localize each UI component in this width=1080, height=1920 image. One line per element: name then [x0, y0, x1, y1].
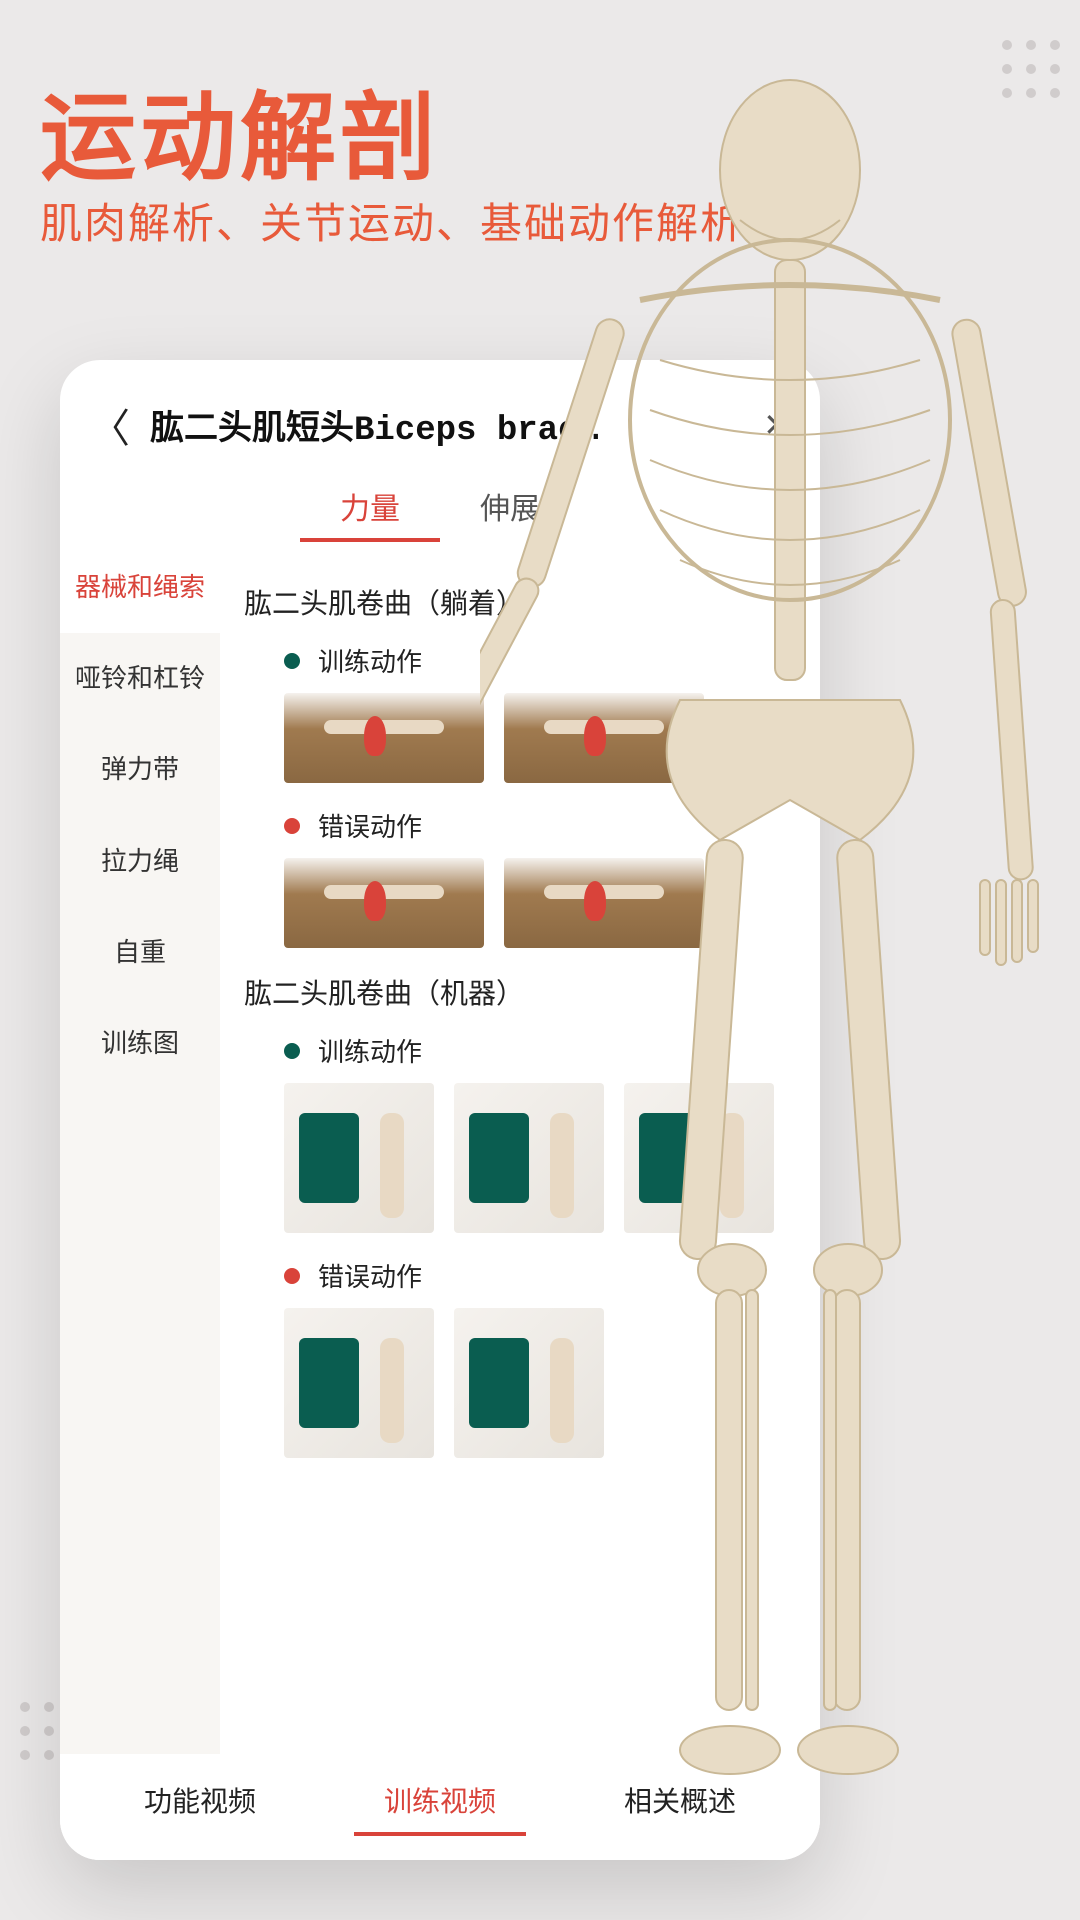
section-correct-2: 训练动作: [284, 1032, 796, 1069]
exercise-thumbnail[interactable]: [504, 693, 704, 783]
exercise-title-2: 肱二头肌卷曲（机器）: [244, 972, 796, 1012]
sidebar-categories: 器械和绳索 哑铃和杠铃 弹力带 拉力绳 自重 训练图: [60, 542, 220, 1812]
bullet-wrong-icon: [284, 818, 300, 834]
sidebar-item-rope[interactable]: 拉力绳: [60, 816, 220, 907]
bottom-tab-function-video[interactable]: 功能视频: [144, 1780, 256, 1830]
decorative-dots-top: [1002, 40, 1060, 98]
sidebar-item-band[interactable]: 弹力带: [60, 724, 220, 815]
phone-header: 〈 肱二头肌短头Biceps brac… ✕: [60, 360, 820, 474]
thumbnail-row: [284, 693, 796, 783]
page-title: 肱二头肌短头Biceps brac…: [150, 400, 743, 450]
bottom-tab-training-video[interactable]: 训练视频: [384, 1780, 496, 1830]
section-label: 错误动作: [318, 1257, 422, 1294]
sidebar-item-bodyweight[interactable]: 自重: [60, 907, 220, 998]
section-label: 训练动作: [318, 642, 422, 679]
bullet-correct-icon: [284, 653, 300, 669]
tab-strength[interactable]: 力量: [340, 484, 400, 542]
bullet-wrong-icon: [284, 1268, 300, 1284]
section-wrong-1: 错误动作: [284, 807, 796, 844]
sidebar-item-machines[interactable]: 器械和绳索: [60, 542, 220, 633]
top-tabs: 力量 伸展: [60, 474, 820, 542]
back-icon[interactable]: 〈: [90, 396, 130, 454]
close-icon[interactable]: ✕: [763, 406, 790, 444]
sidebar-item-chart[interactable]: 训练图: [60, 998, 220, 1089]
exercise-thumbnail[interactable]: [284, 693, 484, 783]
section-label: 错误动作: [318, 807, 422, 844]
thumbnail-row: [284, 1308, 796, 1458]
thumbnail-row: [284, 858, 796, 948]
exercise-thumbnail[interactable]: [284, 1308, 434, 1458]
bottom-tabs: 功能视频 训练视频 相关概述: [60, 1754, 820, 1860]
exercise-thumbnail[interactable]: [284, 858, 484, 948]
bottom-tab-overview[interactable]: 相关概述: [624, 1780, 736, 1830]
section-wrong-2: 错误动作: [284, 1257, 796, 1294]
sidebar-item-dumbbell[interactable]: 哑铃和杠铃: [60, 633, 220, 724]
exercise-content: 肱二头肌卷曲（躺着） 训练动作 错误动作 肱二头肌卷曲（机器） 训练动作: [220, 542, 820, 1812]
section-label: 训练动作: [318, 1032, 422, 1069]
section-correct-1: 训练动作: [284, 642, 796, 679]
exercise-thumbnail[interactable]: [454, 1308, 604, 1458]
exercise-thumbnail[interactable]: [284, 1083, 434, 1233]
hero-subtitle: 肌肉解析、关节运动、基础动作解析: [40, 190, 744, 251]
exercise-thumbnail[interactable]: [454, 1083, 604, 1233]
hero-title: 运动解剖: [40, 60, 440, 199]
exercise-thumbnail[interactable]: [624, 1083, 774, 1233]
bullet-correct-icon: [284, 1043, 300, 1059]
thumbnail-row: [284, 1083, 796, 1233]
exercise-thumbnail[interactable]: [504, 858, 704, 948]
phone-mockup: 〈 肱二头肌短头Biceps brac… ✕ 力量 伸展 器械和绳索 哑铃和杠铃…: [60, 360, 820, 1860]
exercise-title-1: 肱二头肌卷曲（躺着）: [244, 582, 796, 622]
tab-stretch[interactable]: 伸展: [480, 484, 540, 542]
